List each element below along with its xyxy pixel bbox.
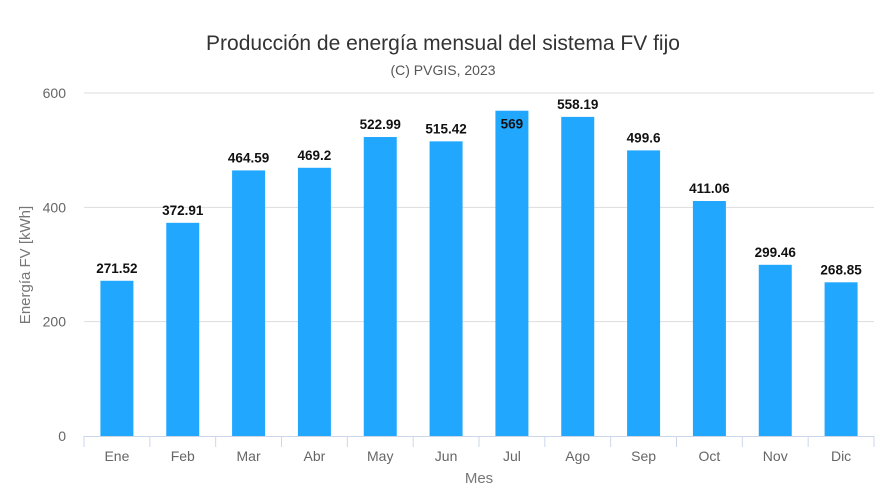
bars: 271.52 372.91 464.59 469.2 522.99 515.42 569 55…: [96, 97, 862, 437]
bar-abr: [297, 167, 331, 437]
gridlines: [84, 92, 874, 323]
bar-oct: [692, 201, 726, 436]
x-tick-label: Abr: [304, 448, 326, 464]
bar-dic: [824, 282, 858, 436]
x-tick-label: Nov: [763, 448, 788, 464]
x-tick-label: Jun: [435, 448, 458, 464]
data-label: 271.52: [96, 261, 137, 276]
y-axis-label: Energía FV [kWh]: [17, 206, 34, 324]
x-tick-label: Dic: [831, 448, 851, 464]
y-tick-label: 600: [43, 85, 67, 101]
bar-may: [363, 137, 397, 436]
bar-jun: [429, 141, 463, 436]
y-axis: 0 200 400 600: [43, 85, 67, 444]
y-tick-label: 400: [43, 199, 67, 215]
bar-mar: [232, 170, 266, 437]
data-label: 469.2: [298, 148, 332, 163]
data-label: 522.99: [360, 117, 401, 132]
x-axis: Ene Feb Mar Abr May Jun Jul Ago Sep Oct Nov Dic: [83, 436, 875, 464]
data-label: 372.91: [162, 203, 204, 218]
y-tick-label: 200: [43, 314, 67, 330]
x-tick-label: May: [367, 448, 393, 464]
data-label: 569: [501, 117, 524, 132]
bar-jul: [495, 110, 529, 436]
x-tick-label: Sep: [631, 448, 656, 464]
data-label: 268.85: [820, 262, 862, 277]
bar-ago: [561, 116, 595, 437]
data-label: 558.19: [557, 97, 598, 112]
data-label: 299.46: [755, 245, 797, 260]
x-tick-label: Ago: [565, 448, 590, 464]
x-tick-label: Jul: [503, 448, 521, 464]
bar-nov: [758, 264, 792, 436]
data-label: 515.42: [425, 121, 466, 136]
x-tick-label: Oct: [699, 448, 721, 464]
bar-ene: [100, 280, 134, 436]
data-label: 499.6: [627, 130, 661, 145]
y-tick-label: 0: [58, 428, 66, 444]
data-label: 411.06: [689, 181, 730, 196]
x-tick-label: Feb: [171, 448, 195, 464]
x-tick-label: Mar: [237, 448, 261, 464]
chart-title: Producción de energía mensual del sistem…: [206, 32, 680, 55]
data-label: 464.59: [228, 150, 269, 165]
x-axis-label: Mes: [465, 470, 493, 487]
chart-subtitle: (C) PVGIS, 2023: [390, 62, 495, 78]
x-tick-label: Ene: [104, 448, 129, 464]
bar-feb: [166, 222, 200, 436]
bar-sep: [627, 150, 661, 437]
